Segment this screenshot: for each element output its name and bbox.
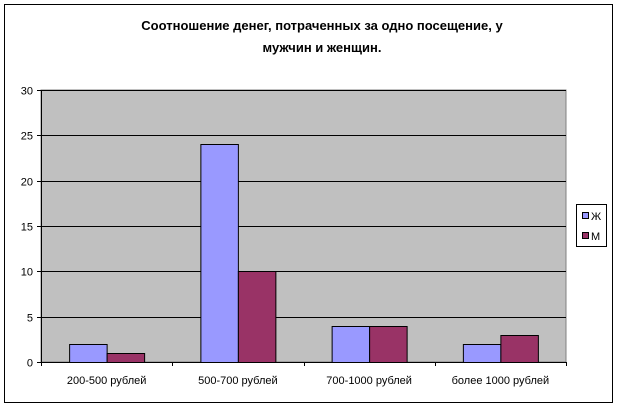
bar-zh	[200, 144, 239, 363]
bar-m	[237, 271, 277, 363]
bar-m	[106, 353, 146, 363]
x-tick-label: 700-1000 рублей	[326, 375, 412, 387]
y-tick-label: 20	[21, 177, 33, 189]
bar-zh	[331, 326, 371, 363]
chart-title-line-2: мужчин и женщин.	[263, 40, 382, 55]
y-tick-label: 5	[27, 313, 33, 325]
bar-m	[369, 326, 408, 363]
y-tick-label: 10	[21, 267, 33, 279]
bar-zh	[462, 344, 502, 363]
x-tick-label: 500-700 рублей	[198, 375, 278, 387]
legend-box	[576, 204, 607, 247]
legend-label-m: М	[591, 231, 600, 243]
y-tick-label: 25	[21, 131, 33, 143]
y-tick-label: 15	[21, 222, 33, 234]
x-tick-label: более 1000 рублей	[452, 375, 550, 387]
legend: Ж М	[576, 204, 607, 247]
bar-m	[500, 335, 539, 363]
legend-swatch-m	[582, 232, 589, 239]
x-tick-label: 200-500 рублей	[67, 375, 147, 387]
y-tick-label: 0	[27, 358, 33, 370]
chart-title-line-1: Соотношение денег, потраченных за одно п…	[141, 18, 503, 33]
legend-label-zh: Ж	[591, 211, 601, 223]
bar-zh	[69, 344, 108, 363]
legend-swatch-zh	[582, 212, 589, 219]
y-tick-label: 30	[21, 86, 33, 98]
